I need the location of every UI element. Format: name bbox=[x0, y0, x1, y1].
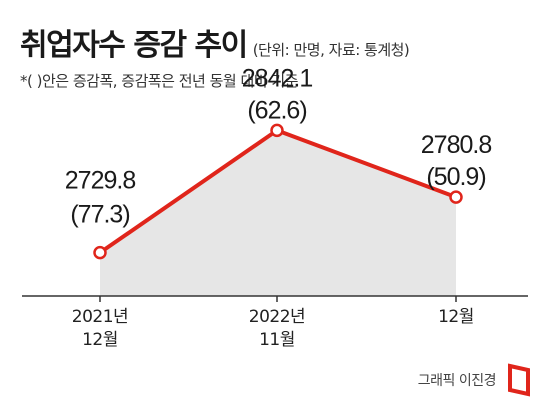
data-label-value: 2780.8 bbox=[421, 131, 492, 159]
chart-header: 취업자수 증감 추이 (단위: 만명, 자료: 통계청) *( )안은 증감폭,… bbox=[20, 20, 530, 91]
data-point bbox=[270, 123, 284, 138]
chart-title: 취업자수 증감 추이 bbox=[20, 28, 248, 63]
x-tick-label: 12월 bbox=[438, 307, 474, 327]
unit-note: (단위: 만명, 자료: 통계청) bbox=[252, 41, 410, 59]
data-label-change: (62.6) bbox=[247, 96, 306, 124]
credit-text: 그래픽 이진경 bbox=[417, 373, 497, 389]
data-point bbox=[93, 245, 107, 260]
data-label-change: (77.3) bbox=[70, 201, 129, 229]
publisher-logo-icon bbox=[508, 363, 530, 397]
data-label-change: (50.9) bbox=[426, 163, 485, 191]
data-label-value: 2842.1 bbox=[242, 64, 313, 92]
x-tick-label: 12월 bbox=[82, 330, 118, 350]
data-point bbox=[449, 190, 463, 204]
x-tick-label: 11월 bbox=[259, 330, 295, 350]
footnote: *( )안은 증감폭, 증감폭은 전년 동월 대비 기준 bbox=[20, 72, 298, 90]
title-row: 취업자수 증감 추이 (단위: 만명, 자료: 통계청) bbox=[20, 20, 530, 64]
data-label-value: 2729.8 bbox=[65, 167, 136, 195]
x-tick-label: 2022년 bbox=[249, 307, 305, 327]
credit: 그래픽 이진경 bbox=[418, 362, 532, 398]
area-fill bbox=[100, 130, 456, 296]
x-tick-label: 2021년 bbox=[72, 307, 128, 327]
